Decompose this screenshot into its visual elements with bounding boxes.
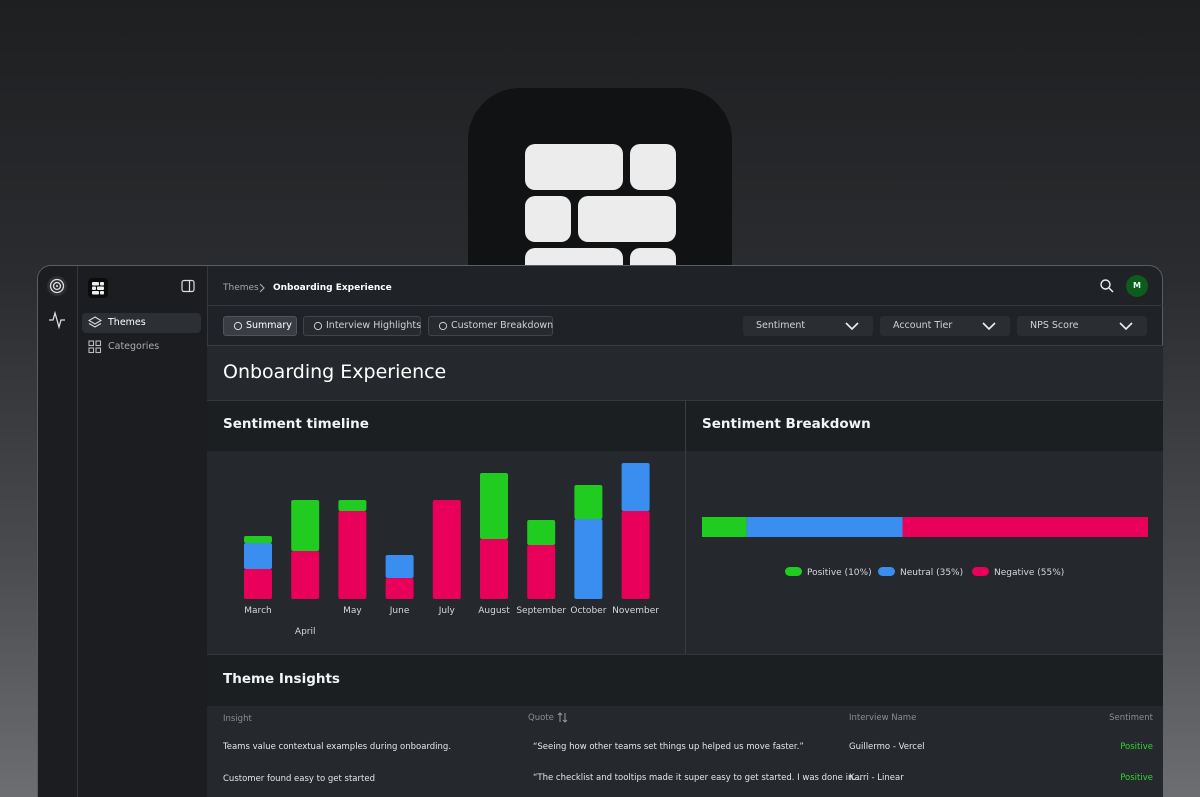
sentiment-cell: Positive [1120,773,1153,783]
x-tick-label: November [612,606,659,616]
column-header: Sentiment [1109,713,1153,723]
legend-swatch [785,567,802,576]
cell: Guillermo - Vercel [849,742,925,752]
divider [207,345,1163,346]
legend-swatch [972,567,989,576]
bar-segment [385,555,414,578]
cell: “The checklist and tooltips made it supe… [533,773,862,783]
bar-segment [244,536,272,543]
logo [88,278,108,298]
column-header: Insight [223,714,252,724]
nav-label[interactable]: Categories [108,341,160,352]
x-tick-label: July [438,606,456,616]
chevron [1119,322,1133,331]
icon-rail [38,266,78,797]
divider [685,400,686,654]
avatar[interactable]: M [1126,275,1148,297]
bar-segment [527,520,556,545]
tab[interactable]: Interview Highlights [303,316,421,336]
bar-segment [244,569,272,599]
x-tick-label: October [570,606,606,616]
tab-label[interactable]: Summary [246,320,292,331]
filter-label: NPS Score [1030,320,1079,331]
divider [207,305,1163,306]
breadcrumb[interactable]: Themes [223,283,259,293]
x-tick-label: September [516,606,566,616]
filter-dropdown[interactable]: Account Tier [880,316,1010,336]
panel-title: Sentiment timeline [223,416,369,432]
insights-table [207,706,1163,797]
filter-dropdown[interactable]: NPS Score [1017,316,1147,336]
cell: Karri - Linear [849,773,904,783]
bar-segment [621,511,650,599]
chevron [982,322,996,331]
bar-segment [902,517,1148,537]
nav-label[interactable]: Themes [108,317,146,328]
sentiment-cell: Positive [1120,742,1153,752]
bar-segment [702,517,747,537]
tab-icon [233,321,243,331]
chevron [845,322,859,331]
bar-segment [480,539,508,599]
tab-label[interactable]: Customer Breakdown [451,320,554,331]
x-tick-label: August [478,606,510,616]
bar-segment [527,545,556,599]
search-button[interactable] [1100,279,1114,293]
nav-item-active[interactable] [82,313,201,333]
bar-segment [385,578,414,599]
panel-title: Sentiment Breakdown [702,416,871,432]
nav-icons [88,316,102,354]
nav-panel [78,266,208,797]
timeline-chart: March April May June July August September Octo… [244,463,659,637]
app-icon [468,88,732,278]
bar-segment [291,551,320,599]
bar-segment [338,500,367,511]
breakdown-chart: Positive (10%) Neutral (35%) Negative (55%… [702,517,1148,578]
cell: Teams value contextual examples during o… [223,742,452,752]
bar-segment [338,511,367,599]
toggle-panel[interactable] [181,279,195,293]
bar-segment [621,463,650,511]
column-header[interactable]: Quote [528,713,554,723]
legend-label: Positive (10%) [807,568,872,578]
x-tick-label: March [244,606,271,616]
section-title: Theme Insights [223,671,340,687]
breadcrumb-sep [259,283,265,293]
filter-label: Sentiment [756,320,806,331]
page-title: Onboarding Experience [223,361,447,383]
tab-active[interactable]: Summary [223,316,297,336]
x-tick-label: May [343,606,362,616]
bar-segment [291,500,320,551]
legend-label: Neutral (35%) [900,568,963,578]
legend-label: Negative (55%) [994,568,1064,578]
bar-segment [480,473,508,539]
filter-label: Account Tier [893,320,953,331]
rail-icons[interactable] [45,275,69,331]
insights-header [207,654,1163,707]
sort-icon[interactable] [557,712,569,723]
column-header: Interview Name [849,713,917,723]
tab-label[interactable]: Interview Highlights [326,320,422,331]
bar-segment [574,485,603,519]
x-tick-label: April [295,627,316,637]
filter-dropdown[interactable]: Sentiment [743,316,873,336]
bar-segment [244,543,272,569]
tab[interactable]: Customer Breakdown [428,316,553,336]
title-band [207,346,1163,400]
cell: “Seeing how other teams set things up he… [533,742,804,752]
tab-icon [313,321,323,331]
x-tick-label: June [389,606,410,616]
breadcrumb-current: Onboarding Experience [273,283,392,293]
cell: Customer found easy to get started [223,774,375,784]
bar-segment [746,517,903,537]
legend-swatch [878,567,895,576]
bar-segment [574,519,603,599]
tab-icon [438,321,448,331]
bar-segment [432,500,461,599]
